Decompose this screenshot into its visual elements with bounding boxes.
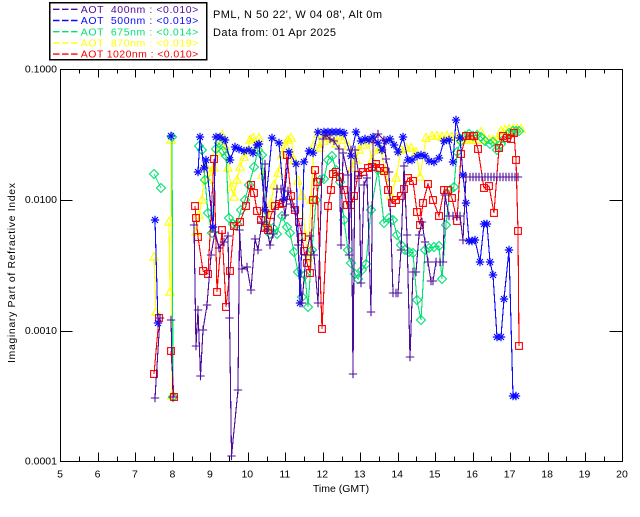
svg-text:AOT 500nm : <0.019>: AOT 500nm : <0.019>: [81, 15, 199, 27]
svg-text:15: 15: [429, 469, 441, 481]
svg-text:5: 5: [57, 469, 63, 481]
svg-text:Time (GMT): Time (GMT): [313, 483, 369, 495]
svg-text:0.0100: 0.0100: [25, 194, 57, 206]
svg-text:10: 10: [241, 469, 253, 481]
svg-text:11: 11: [279, 469, 290, 481]
svg-text:14: 14: [391, 469, 403, 481]
svg-text:Data from: 01 Apr 2025: Data from: 01 Apr 2025: [213, 27, 336, 39]
svg-text:Imaginary Part of Refractive I: Imaginary Part of Refractive Index: [6, 182, 18, 363]
svg-text:12: 12: [316, 469, 328, 481]
svg-text:7: 7: [132, 469, 138, 481]
svg-text:AOT 1020nm : <0.010>: AOT 1020nm : <0.010>: [81, 49, 199, 61]
svg-text:AOT 870nm : <0.019>: AOT 870nm : <0.019>: [81, 38, 199, 50]
svg-text:17: 17: [504, 469, 516, 481]
svg-text:AOT 400nm : <0.010>: AOT 400nm : <0.010>: [81, 4, 199, 16]
svg-text:20: 20: [616, 469, 628, 481]
svg-text:AOT 675nm : <0.014>: AOT 675nm : <0.014>: [81, 26, 199, 38]
svg-text:0.1000: 0.1000: [25, 64, 57, 76]
svg-text:PML, N 50 22', W 04 08', Alt 0: PML, N 50 22', W 04 08', Alt 0m: [213, 9, 382, 21]
svg-text:18: 18: [541, 469, 553, 481]
svg-text:13: 13: [354, 469, 366, 481]
svg-text:16: 16: [466, 469, 478, 481]
svg-text:6: 6: [95, 469, 101, 481]
svg-text:9: 9: [207, 469, 213, 481]
svg-text:0.0001: 0.0001: [25, 456, 57, 468]
svg-text:19: 19: [579, 469, 591, 481]
svg-text:0.0010: 0.0010: [25, 325, 57, 337]
svg-text:8: 8: [169, 469, 175, 481]
